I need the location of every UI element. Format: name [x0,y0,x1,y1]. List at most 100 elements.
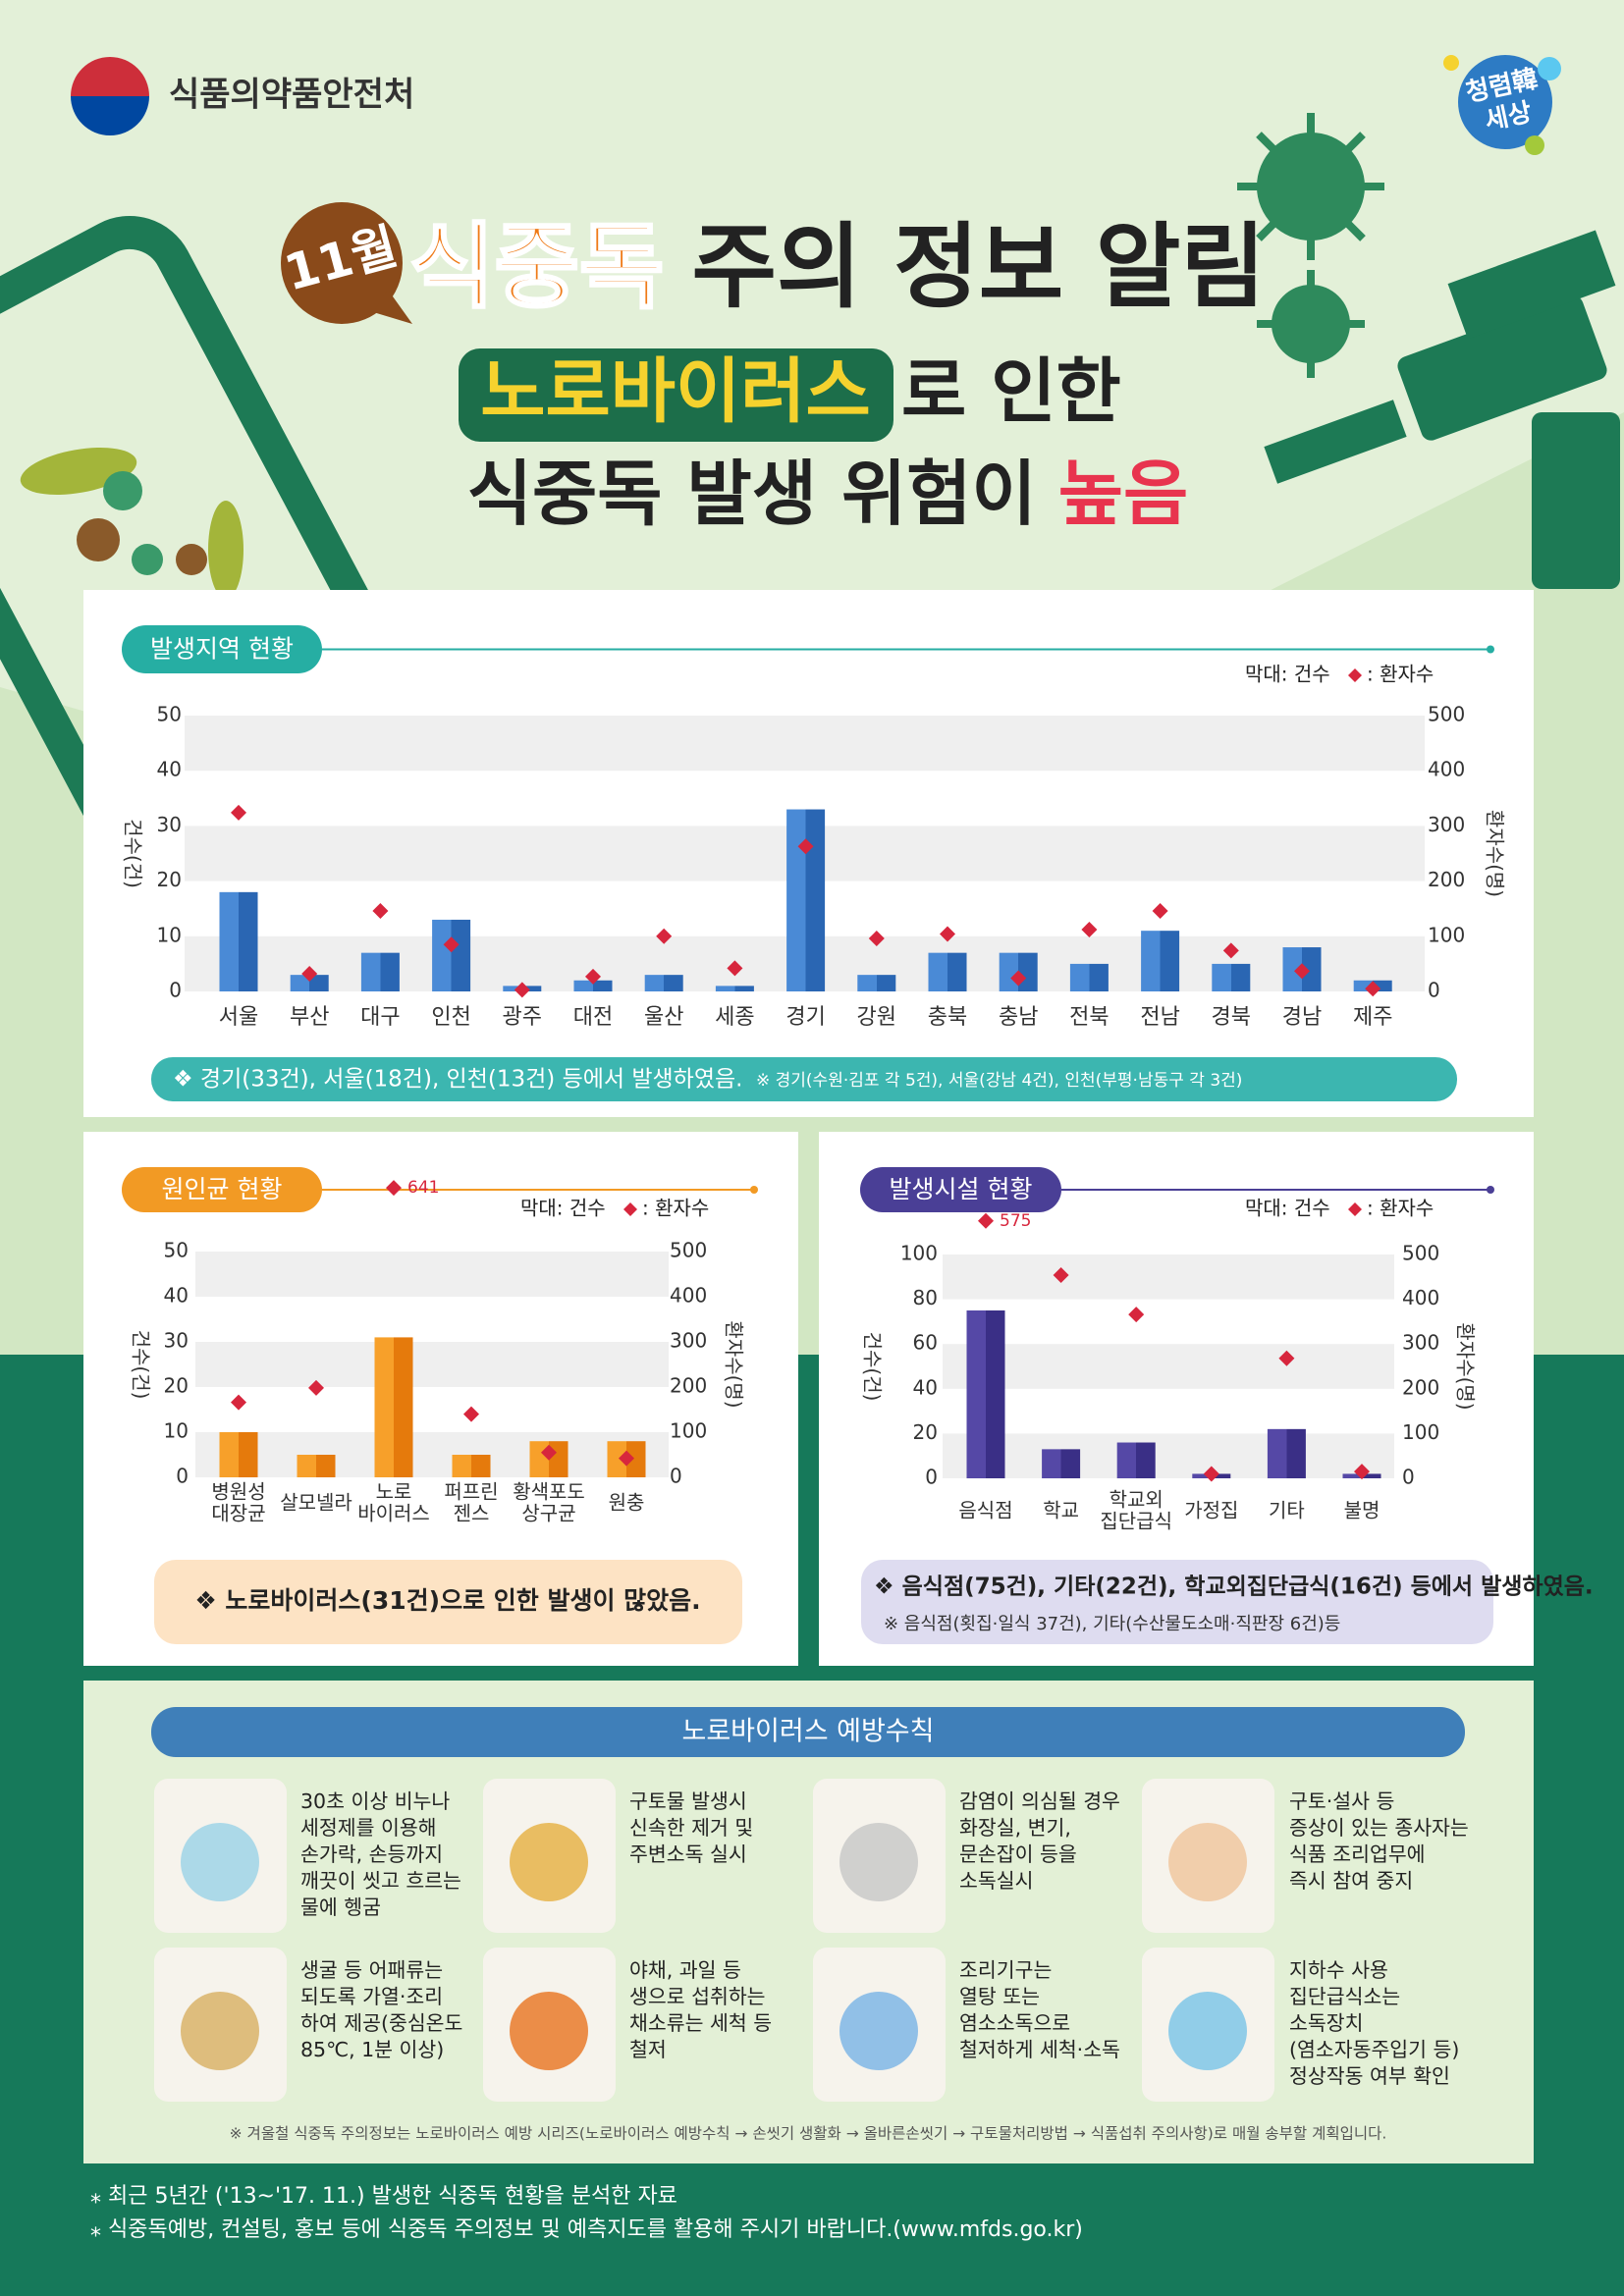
patient-marker [797,838,814,855]
chart-title: 발생지역 현황 [150,635,294,664]
microscope [1264,230,1620,589]
prevention-text: 구토·설사 등 [1289,1789,1394,1813]
badge: 11월 [279,202,412,324]
x-tick-label: 원충 [609,1491,645,1515]
legend-label: : 환자수 [642,1197,709,1220]
y2-tick-label: 100 [1402,1420,1439,1444]
y-axis-title: 건수(건) [861,1332,885,1402]
bar [573,980,613,991]
note-text: ❖ 경기(33건), 서울(18건), 인천(13건) 등에서 발생하였음. [173,1067,742,1093]
y2-axis-title: 환자수(명) [1484,810,1507,897]
x-tick-label: 퍼프린 [444,1480,498,1504]
prevention-text: 조리기구는 [959,1958,1052,1982]
y-tick-label: 10 [164,1419,189,1443]
icon-shape [839,1992,918,2070]
headline-text: 로 인한 [901,350,1121,433]
patient-marker [386,1180,402,1197]
bar [715,986,754,991]
title: 식중독 주의 정보 알림 [409,214,1266,321]
y2-tick-label: 100 [670,1419,707,1443]
prevention-text: 생굴 등 어패류는 [300,1958,443,1982]
bar [432,919,471,991]
x-tick-label: 세종 [715,1005,754,1030]
title-rest: 주의 정보 알림 [692,214,1266,321]
bar [1141,931,1180,991]
x-tick-label: 경기 [785,1005,825,1030]
prevention-panel [83,1681,1534,2163]
bar [928,952,967,991]
legend-label: : 환자수 [1367,1197,1434,1220]
prevention-text: 식품 조리업무에 [1289,1842,1426,1866]
y-tick-label: 100 [900,1242,938,1265]
bar [644,975,683,991]
note-text: ※ 경기(수원·김포 각 5건), 서울(강남 4건), 인천(부평·남동구 각… [756,1071,1242,1091]
prevention-text: 물에 헹굼 [300,1896,381,1919]
legend-swatch [1348,1202,1362,1216]
x-tick-label: 충남 [999,1005,1038,1030]
prevention-text: 집단급식소는 [1289,1985,1400,2008]
prevention-text: 채소류는 세척 등 [629,2011,772,2035]
prevention-text: 지하수 사용 [1289,1958,1388,1982]
grid-band [185,716,1425,772]
patient-marker [308,1379,324,1396]
icon-shape [181,1992,259,2070]
icon-shape [510,1992,588,2070]
prevention-text: 생으로 섭취하는 [629,1985,766,2008]
y2-tick-label: 200 [670,1374,707,1398]
org-name: 식품의약품안전처 [169,76,414,115]
x-tick-label: 강원 [857,1005,896,1030]
value-label: 641 [407,1178,439,1198]
headline-text: 식중독 발생 위험이 [467,453,1037,535]
prevention-text: 되도록 가열·조리 [300,1985,443,2008]
x-tick-label: 바이러스 [357,1502,430,1525]
legend-label: 막대: 건수 [1245,1197,1330,1220]
note-box [861,1560,1493,1644]
y2-tick-label: 100 [1428,923,1465,946]
patient-marker [727,960,743,977]
chart-title: 발생시설 현황 [890,1175,1033,1203]
headline-line2: 식중독 발생 위험이 높음 [467,453,1189,535]
icon-shape [1168,1992,1247,2070]
prevention-text: 즉시 참여 중지 [1289,1869,1413,1893]
prevention-text: 85℃, 1분 이상) [300,2038,444,2061]
y2-tick-label: 500 [1402,1242,1439,1265]
virus [1237,113,1384,378]
x-tick-label: 불명 [1344,1499,1380,1522]
x-tick-label: 전북 [1069,1005,1109,1030]
y-tick-label: 30 [164,1329,189,1353]
patient-marker [868,931,885,947]
y-tick-label: 40 [157,758,182,781]
x-tick-label: 기타 [1269,1499,1305,1522]
grid-band [943,1255,1394,1300]
value-label: 575 [1000,1211,1031,1231]
bar [374,1337,413,1477]
y2-tick-label: 0 [670,1465,682,1488]
title-rule-end [1487,1186,1494,1194]
patient-marker [940,926,955,942]
x-tick-label: 제주 [1353,1005,1392,1030]
x-tick-label: 음식점 [958,1499,1012,1522]
prevention-text: 증상이 있는 종사자는 [1289,1816,1469,1840]
prevention-text: 신속한 제거 및 [629,1816,753,1840]
prevention-text: 염소소독으로 [959,2011,1070,2035]
x-tick-label: 서울 [219,1005,258,1030]
y2-tick-label: 0 [1428,979,1440,1002]
legend-label: 막대: 건수 [1245,663,1330,686]
x-tick-label: 살모넬라 [280,1491,352,1515]
legend-label: : 환자수 [1367,663,1434,686]
bar [1267,1428,1306,1478]
patient-marker [1053,1266,1069,1283]
y2-tick-label: 400 [1402,1286,1439,1309]
title-pill [122,1167,322,1212]
x-tick-label: 학교외 [1110,1488,1164,1512]
patient-marker [1010,970,1027,987]
x-tick-label: 병원성 [211,1480,265,1504]
patient-marker [1354,1464,1370,1480]
bar [452,1455,491,1477]
grid-band [943,1344,1394,1389]
bar [297,1455,336,1477]
headline-pill [459,348,893,442]
patient-marker [1152,902,1168,919]
y2-tick-label: 300 [670,1329,707,1353]
y2-tick-label: 400 [670,1284,707,1308]
